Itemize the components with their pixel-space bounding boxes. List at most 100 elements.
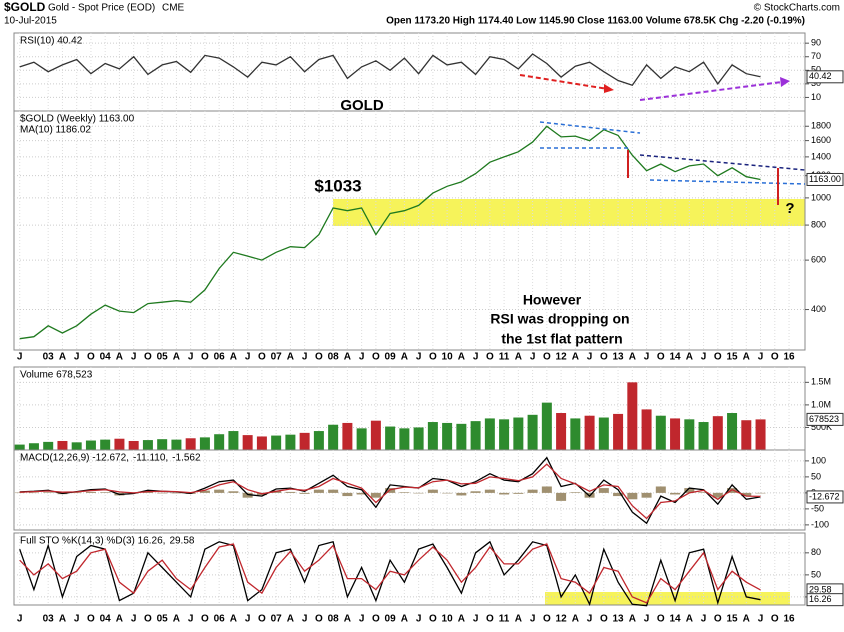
bar — [57, 440, 68, 450]
x-tick-label: J — [587, 614, 593, 625]
x-tick-label: A — [116, 614, 123, 625]
bar — [256, 436, 267, 450]
panel — [13, 110, 806, 351]
series-line — [19, 540, 761, 607]
bar — [470, 421, 481, 450]
bar — [627, 382, 638, 450]
y-tick-label: -50 — [811, 503, 824, 513]
y-tick-label: 100 — [811, 455, 826, 465]
bar — [142, 440, 153, 450]
bar — [470, 491, 481, 493]
annotation: $1033 — [314, 176, 361, 195]
bar — [114, 438, 125, 450]
x-tick-label: J — [17, 614, 23, 625]
bar — [655, 486, 666, 493]
x-tick-label: 16 — [783, 352, 795, 363]
x-tick-label: A — [629, 352, 636, 363]
bar — [598, 417, 609, 450]
x-tick-label: 15 — [726, 614, 738, 625]
bar — [285, 434, 296, 450]
annotation: GOLD — [340, 97, 383, 114]
last-value-label: -12.672 — [809, 491, 840, 501]
x-tick-label: 10 — [442, 614, 454, 625]
x-tick-label: O — [714, 352, 722, 363]
x-tick-label: J — [302, 352, 308, 363]
x-tick-label: 03 — [43, 352, 55, 363]
x-tick-label: 13 — [613, 614, 625, 625]
bar — [670, 418, 681, 450]
bar — [128, 440, 139, 450]
bar — [399, 428, 410, 450]
x-tick-label: A — [572, 614, 579, 625]
last-value-box — [806, 593, 844, 607]
x-tick-label: 05 — [157, 352, 169, 363]
bar — [157, 492, 168, 494]
bar — [641, 409, 652, 450]
x-tick-label: A — [344, 614, 351, 625]
x-tick-label: O — [144, 352, 152, 363]
x-tick-label: O — [429, 614, 437, 625]
x-tick-label: O — [771, 352, 779, 363]
x-tick-label: O — [657, 352, 665, 363]
x-tick-label: A — [59, 352, 66, 363]
x-tick-label: O — [486, 614, 494, 625]
x-tick-label: J — [131, 352, 137, 363]
x-tick-label: O — [372, 352, 380, 363]
bar — [328, 424, 339, 450]
x-tick-label: J — [587, 352, 593, 363]
bar — [499, 492, 510, 495]
bar — [484, 489, 495, 493]
bar — [684, 488, 695, 493]
bar — [670, 492, 681, 495]
bar — [299, 492, 310, 494]
last-value-label: 678523 — [809, 414, 839, 424]
x-tick-label: A — [230, 614, 237, 625]
x-tick-label: J — [359, 352, 365, 363]
bar — [527, 489, 538, 493]
x-tick-label: A — [287, 352, 294, 363]
x-tick-label: 06 — [214, 614, 226, 625]
x-tick-label: J — [758, 614, 764, 625]
bar — [370, 420, 381, 450]
oversold-zone — [545, 592, 790, 605]
y-tick-label: 1000 — [811, 192, 831, 202]
x-tick-label: 05 — [157, 614, 169, 625]
y-tick-label: 1800 — [811, 121, 831, 131]
instrument-name: Gold - Spot Price (EOD) — [48, 3, 155, 14]
y-tick-label: 800 — [811, 219, 826, 229]
x-tick-label: 11 — [499, 352, 510, 363]
x-tick-label: J — [701, 352, 707, 363]
x-tick-label: 09 — [385, 352, 397, 363]
x-tick-label: 12 — [556, 614, 568, 625]
x-tick-label: A — [173, 614, 180, 625]
y-tick-label: 90 — [811, 38, 821, 48]
y-tick-label: 50 — [811, 471, 821, 481]
x-tick-label: A — [515, 352, 522, 363]
x-tick-label: 07 — [271, 614, 283, 625]
x-tick-label: J — [758, 352, 764, 363]
bar — [313, 489, 324, 493]
x-tick-label: 12 — [556, 352, 568, 363]
x-tick-label: J — [17, 352, 23, 363]
exchange: CME — [162, 3, 185, 14]
x-tick-label: O — [258, 352, 266, 363]
x-tick-label: A — [686, 614, 693, 625]
x-tick-label: A — [401, 614, 408, 625]
annotations: GOLD $1033 However RSI was dropping on t… — [314, 74, 806, 347]
bar — [28, 443, 39, 450]
bar — [684, 419, 695, 450]
x-tick-label: O — [372, 614, 380, 625]
x-tick-label: A — [59, 614, 66, 625]
y-tick-label: 1.0M — [811, 399, 831, 409]
annotation: However — [523, 292, 582, 308]
x-tick-label: J — [302, 614, 308, 625]
bar — [427, 422, 438, 450]
x-tick-label: 13 — [613, 352, 625, 363]
bar — [157, 439, 168, 450]
x-tick-label: O — [201, 614, 209, 625]
symbol: $GOLD — [4, 0, 46, 14]
y-tick-label: -100 — [811, 519, 829, 529]
bar — [28, 492, 39, 494]
bar — [342, 492, 353, 497]
bar — [328, 489, 339, 493]
